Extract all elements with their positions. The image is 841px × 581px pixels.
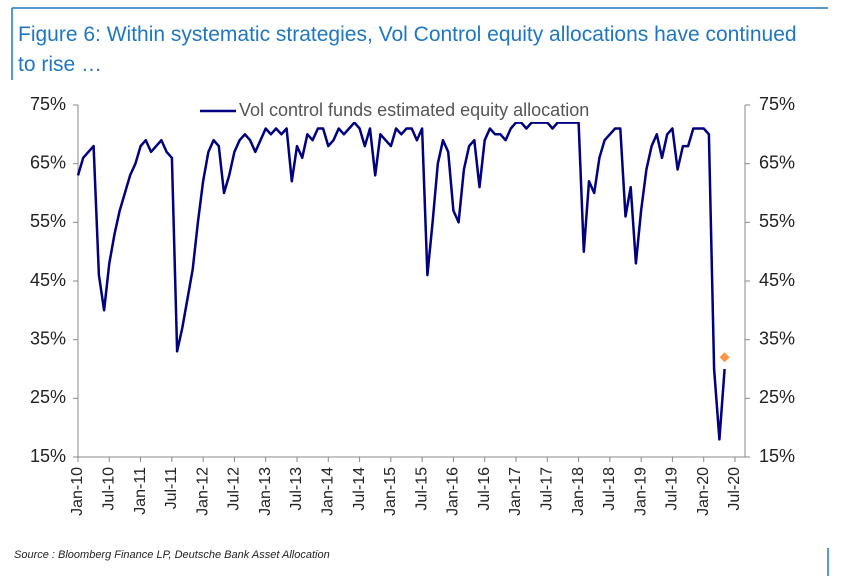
x-tick-label: Jul-14: [351, 467, 368, 511]
x-tick-label: Jan-14: [320, 467, 337, 516]
y-tick-label: 15%: [30, 446, 66, 466]
x-tick-label: Jan-10: [69, 467, 86, 516]
y2-tick-label: 45%: [759, 270, 795, 290]
title-box: Figure 6: Within systematic strategies, …: [18, 23, 797, 76]
x-tick-label: Jan-13: [257, 467, 274, 516]
chart-title: Figure 6: Within systematic strategies, …: [18, 23, 797, 76]
x-tick-label: Jan-15: [382, 467, 399, 516]
x-tick-label: Jul-16: [476, 467, 493, 511]
y-tick-label: 25%: [30, 387, 66, 407]
x-tick-label: Jan-20: [695, 467, 712, 516]
x-tick-label: Jul-11: [163, 467, 180, 509]
x-tick-label: Jul-19: [664, 467, 681, 511]
y2-tick-label: 55%: [759, 211, 795, 231]
y-tick-label: 45%: [30, 270, 66, 290]
source: Source : Bloomberg Finance LP, Deutsche …: [14, 549, 330, 561]
latest-marker: [719, 352, 730, 363]
x-tick-label: Jul-20: [726, 467, 743, 511]
x-tick-label: Jan-11: [132, 467, 149, 515]
x-tick-label: Jan-17: [507, 467, 524, 516]
x-tick-label: Jul-10: [101, 467, 118, 511]
x-tick-label: Jul-13: [288, 467, 305, 511]
x-tick-label: Jul-17: [539, 467, 556, 511]
x-tick-label: Jan-12: [194, 467, 211, 516]
y2-tick-label: 35%: [759, 328, 795, 348]
x-tick-label: Jul-12: [226, 467, 243, 511]
y2-tick-label: 65%: [759, 152, 795, 172]
y-tick-label: 55%: [30, 211, 66, 231]
legend-bg: [238, 100, 658, 122]
x-tick-label: Jan-16: [445, 467, 462, 516]
data-line: [76, 121, 726, 441]
y2-tick-label: 25%: [759, 387, 795, 407]
x-tick-label: Jan-18: [570, 467, 587, 516]
y-tick-label: 35%: [30, 328, 66, 348]
y2-tick-label: 15%: [759, 446, 795, 466]
y2-tick-label: 75%: [759, 94, 795, 114]
y-tick-label: 65%: [30, 152, 66, 172]
y-tick-label: 75%: [30, 94, 66, 114]
x-tick-label: Jan-19: [632, 467, 649, 516]
legend-label: Vol control funds estimated equity alloc…: [239, 100, 589, 120]
x-tick-label: Jul-18: [601, 467, 618, 511]
x-tick-label: Jul-15: [413, 467, 430, 511]
